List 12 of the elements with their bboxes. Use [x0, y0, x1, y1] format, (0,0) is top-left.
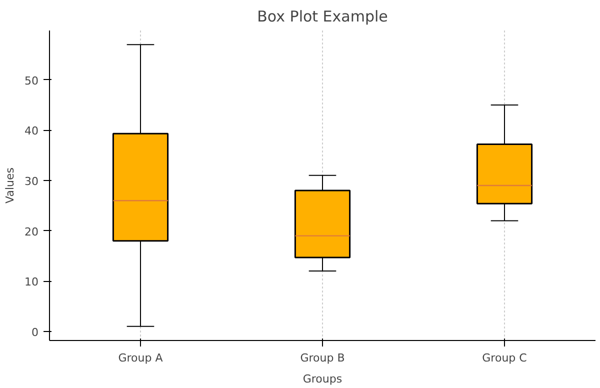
x-axis-title: Groups [302, 372, 342, 386]
x-tick-label: Group C [482, 352, 528, 364]
x-tick-label: Group B [300, 352, 345, 364]
y-tick-label: 50 [24, 74, 39, 88]
y-tick-label: 20 [24, 225, 39, 238]
x-tick-label: Group A [118, 352, 164, 364]
y-tick-label: 0 [32, 326, 38, 339]
y-tick-label: 40 [24, 124, 39, 138]
y-tick-label: 30 [24, 174, 39, 188]
y-axis-title: Values [4, 167, 17, 204]
y-tick-label: 10 [24, 276, 39, 289]
chart-title: Box Plot Example [257, 8, 388, 26]
